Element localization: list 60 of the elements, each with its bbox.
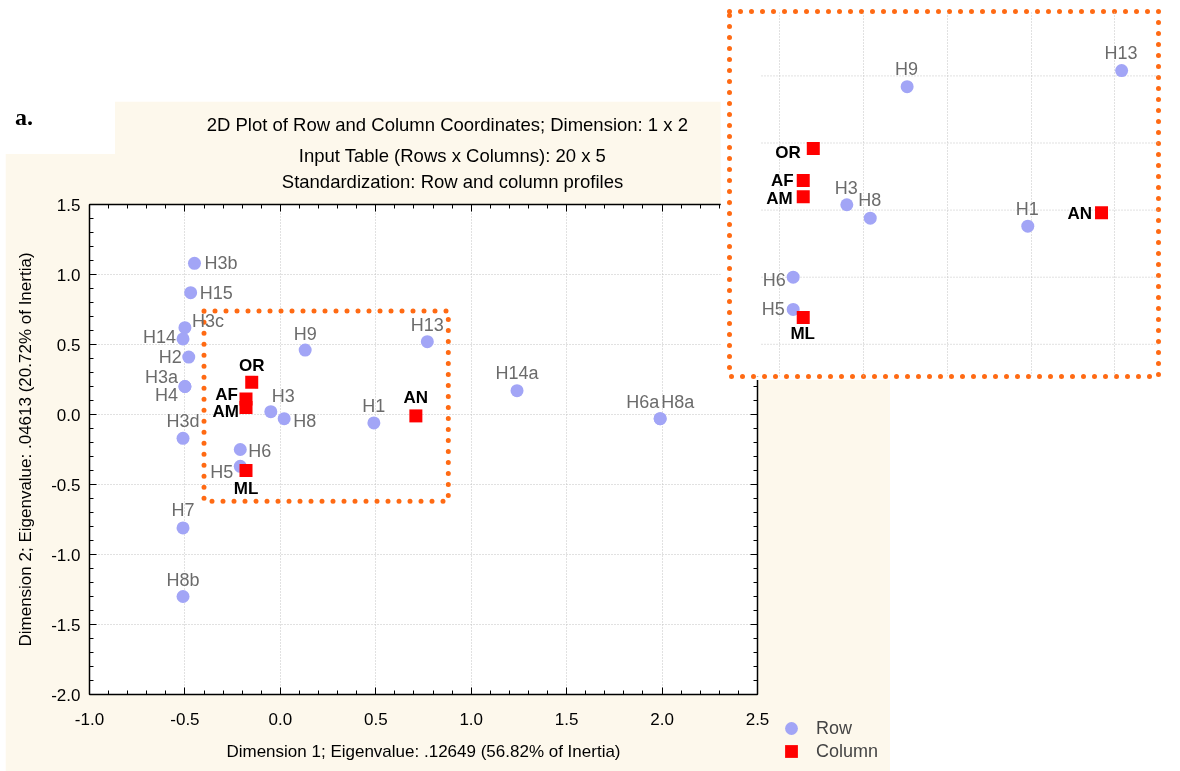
annotation: H3c — [191, 310, 224, 331]
y-tick-label: 0.0 — [56, 405, 81, 425]
text: H5 — [761, 298, 785, 319]
x-tick-label: 1.0 — [459, 709, 484, 729]
annotation: H8a — [661, 391, 696, 412]
y-tick-label: -1.0 — [51, 545, 81, 565]
annotation: H8 — [293, 410, 317, 431]
text: a. — [15, 103, 33, 131]
y-tick-label: -1.5 — [51, 615, 81, 635]
annotation: H3b — [204, 253, 238, 274]
text: OR — [775, 142, 801, 162]
chart-subtitle: Input Table (Rows x Columns): 20 x 5 Standardization: Row and column profiles — [281, 144, 624, 192]
annotation: H3d — [166, 411, 200, 432]
annotation: H6 — [248, 440, 272, 461]
annotation: H6a — [626, 391, 661, 412]
annotation: AN — [403, 388, 429, 408]
text: H3 — [834, 178, 858, 199]
annotation: H1 — [362, 395, 386, 416]
chart-title: 2D Plot of Row and Column Coordinates; Dimension: 1 x 2 — [206, 114, 688, 135]
text: ML — [790, 323, 815, 343]
x-tick-label: 2.0 — [650, 709, 674, 729]
text: AF — [771, 170, 794, 190]
y-tick-label: 1.5 — [56, 195, 81, 215]
y-tick-label: -0.5 — [51, 475, 81, 495]
x-tick-label: -1.0 — [74, 709, 105, 729]
annotation: OR — [238, 355, 265, 375]
x-tick-label: 2.5 — [745, 709, 770, 729]
annotation: AM — [212, 402, 240, 421]
annotation: ML — [233, 479, 259, 498]
x-tick-label: 0.0 — [268, 709, 293, 729]
text: H9 — [895, 59, 919, 80]
text: AM — [766, 188, 793, 208]
annotation: H14a — [495, 362, 540, 383]
annotation: H4 — [154, 384, 178, 405]
annotation: H5 — [210, 462, 234, 483]
annotation: H15 — [199, 282, 233, 303]
annotation: H3a — [144, 366, 179, 387]
text: H6 — [762, 269, 786, 290]
annotation: AF — [215, 384, 239, 404]
annotation: H8b — [166, 569, 200, 590]
annotation: H7 — [171, 499, 195, 520]
legend-label: Row — [816, 717, 853, 739]
y-tick-label: -2.0 — [51, 685, 81, 705]
x-tick-label: -0.5 — [170, 709, 200, 729]
y-axis-title: Dimension 2; Eigenvalue: .04613 (20.72% of Inertia) — [16, 252, 36, 647]
annotation: H14 — [143, 326, 177, 347]
text: AN — [1067, 203, 1092, 223]
annotation: H2 — [158, 347, 182, 368]
x-tick-label: 0.5 — [363, 709, 388, 729]
annotation: H3 — [271, 385, 295, 406]
x-axis-title: Dimension 1; Eigenvalue: .12649 (56.82% of Inertia) — [226, 741, 621, 761]
text: H1 — [1015, 198, 1039, 219]
y-tick-label: 1.0 — [56, 265, 81, 285]
text: H8 — [858, 189, 882, 210]
legend-label: Column — [816, 740, 879, 762]
annotation: H13 — [410, 314, 444, 335]
x-tick-label: 1.5 — [554, 709, 579, 729]
y-tick-label: 0.5 — [56, 335, 81, 355]
annotation: H9 — [293, 324, 317, 345]
text: H13 — [1104, 43, 1138, 63]
